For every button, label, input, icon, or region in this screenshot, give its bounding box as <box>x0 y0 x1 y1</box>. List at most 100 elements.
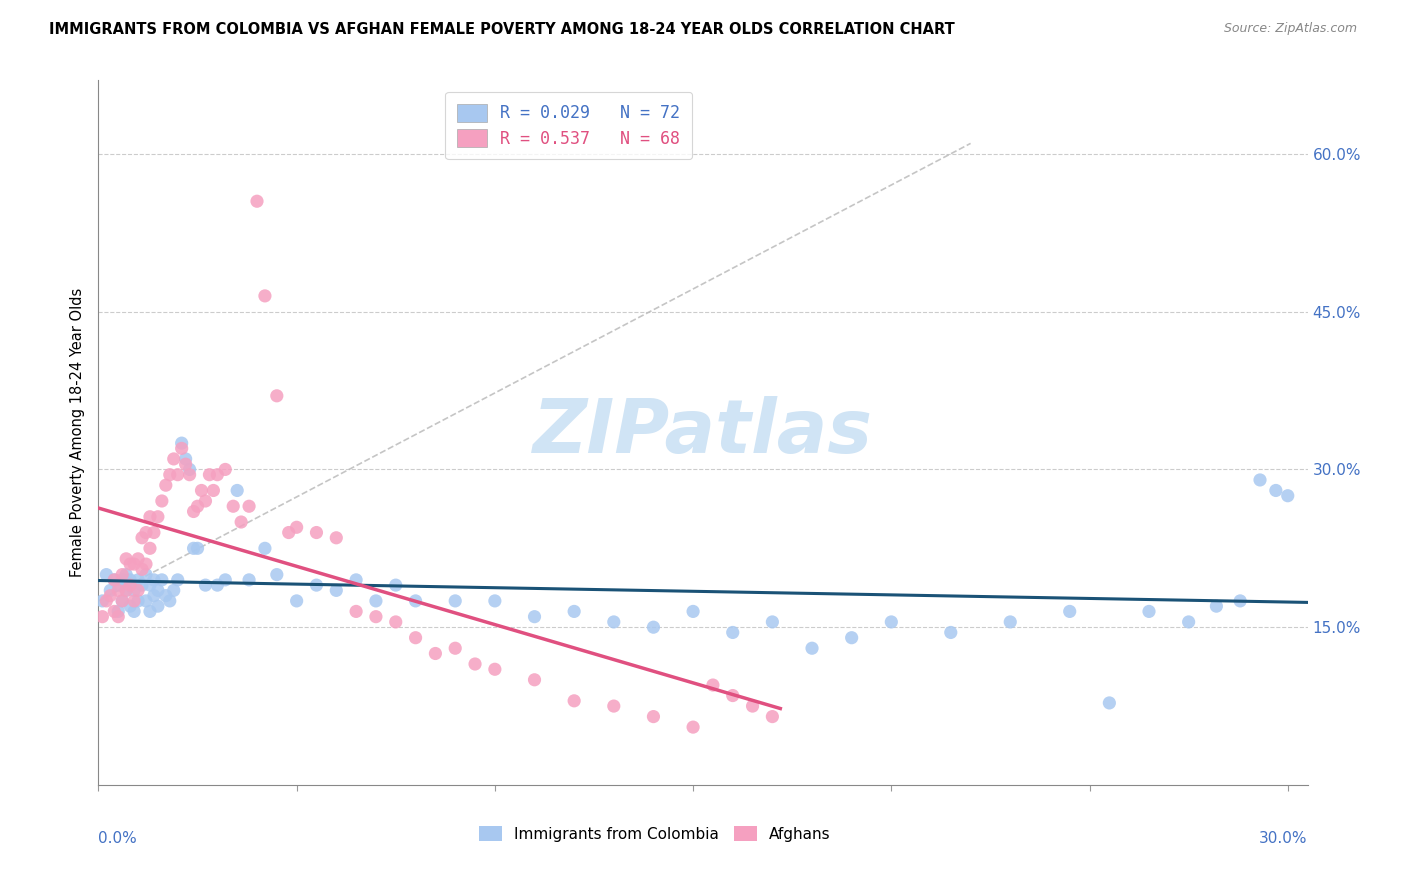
Point <box>285 594 308 608</box>
Point <box>603 615 626 629</box>
Point <box>344 573 367 587</box>
Point <box>103 604 125 618</box>
Point <box>139 509 162 524</box>
Point <box>122 557 145 571</box>
Point <box>107 609 129 624</box>
Point <box>186 500 208 514</box>
Point <box>107 604 129 618</box>
Point <box>721 689 744 703</box>
Point <box>325 531 347 545</box>
Legend: Immigrants from Colombia, Afghans: Immigrants from Colombia, Afghans <box>472 820 837 847</box>
Point <box>643 620 665 634</box>
Point <box>880 615 903 629</box>
Point <box>139 541 162 556</box>
Point <box>682 720 704 734</box>
Point <box>127 594 149 608</box>
Point <box>135 557 157 571</box>
Point <box>127 573 149 587</box>
Point <box>277 525 299 540</box>
Point <box>142 525 165 540</box>
Point <box>111 594 134 608</box>
Point <box>107 578 129 592</box>
Point <box>122 604 145 618</box>
Point <box>135 594 157 608</box>
Point <box>464 657 486 671</box>
Point <box>120 573 142 587</box>
Point <box>111 567 134 582</box>
Point <box>96 594 118 608</box>
Point <box>643 709 665 723</box>
Point <box>484 594 506 608</box>
Point <box>761 709 783 723</box>
Point <box>344 604 367 618</box>
Point <box>253 289 276 303</box>
Point <box>115 583 138 598</box>
Point <box>444 641 467 656</box>
Point <box>1059 604 1081 618</box>
Point <box>179 467 201 482</box>
Point <box>103 573 125 587</box>
Point <box>186 541 208 556</box>
Y-axis label: Female Poverty Among 18-24 Year Olds: Female Poverty Among 18-24 Year Olds <box>69 288 84 577</box>
Point <box>91 609 114 624</box>
Point <box>174 451 197 466</box>
Point <box>142 573 165 587</box>
Point <box>146 583 169 598</box>
Point <box>305 578 328 592</box>
Point <box>111 573 134 587</box>
Point <box>226 483 249 498</box>
Point <box>170 436 193 450</box>
Point <box>150 494 173 508</box>
Point <box>127 551 149 566</box>
Point <box>159 467 181 482</box>
Point <box>198 467 221 482</box>
Point <box>222 500 245 514</box>
Point <box>214 462 236 476</box>
Point <box>253 541 276 556</box>
Point <box>183 541 205 556</box>
Point <box>246 194 269 209</box>
Point <box>127 583 149 598</box>
Point <box>238 573 260 587</box>
Point <box>120 557 142 571</box>
Point <box>1229 594 1251 608</box>
Point <box>1000 615 1022 629</box>
Point <box>231 515 253 529</box>
Point <box>122 583 145 598</box>
Point <box>207 578 229 592</box>
Point <box>702 678 724 692</box>
Point <box>1277 489 1299 503</box>
Point <box>91 594 114 608</box>
Text: 30.0%: 30.0% <box>1260 830 1308 846</box>
Point <box>761 615 783 629</box>
Point <box>801 641 824 656</box>
Point <box>266 389 288 403</box>
Point <box>139 578 162 592</box>
Point <box>159 594 181 608</box>
Point <box>325 583 347 598</box>
Point <box>405 594 427 608</box>
Point <box>146 509 169 524</box>
Point <box>174 457 197 471</box>
Point <box>214 573 236 587</box>
Point <box>115 583 138 598</box>
Point <box>120 599 142 614</box>
Point <box>98 589 121 603</box>
Point <box>285 520 308 534</box>
Point <box>194 494 217 508</box>
Point <box>207 467 229 482</box>
Point <box>266 567 288 582</box>
Point <box>96 567 118 582</box>
Point <box>682 604 704 618</box>
Point <box>194 578 217 592</box>
Point <box>120 578 142 592</box>
Point <box>444 594 467 608</box>
Point <box>1264 483 1286 498</box>
Point <box>166 467 188 482</box>
Point <box>939 625 962 640</box>
Point <box>405 631 427 645</box>
Point <box>603 699 626 714</box>
Point <box>131 578 153 592</box>
Text: IMMIGRANTS FROM COLOMBIA VS AFGHAN FEMALE POVERTY AMONG 18-24 YEAR OLDS CORRELAT: IMMIGRANTS FROM COLOMBIA VS AFGHAN FEMAL… <box>49 22 955 37</box>
Point <box>484 662 506 676</box>
